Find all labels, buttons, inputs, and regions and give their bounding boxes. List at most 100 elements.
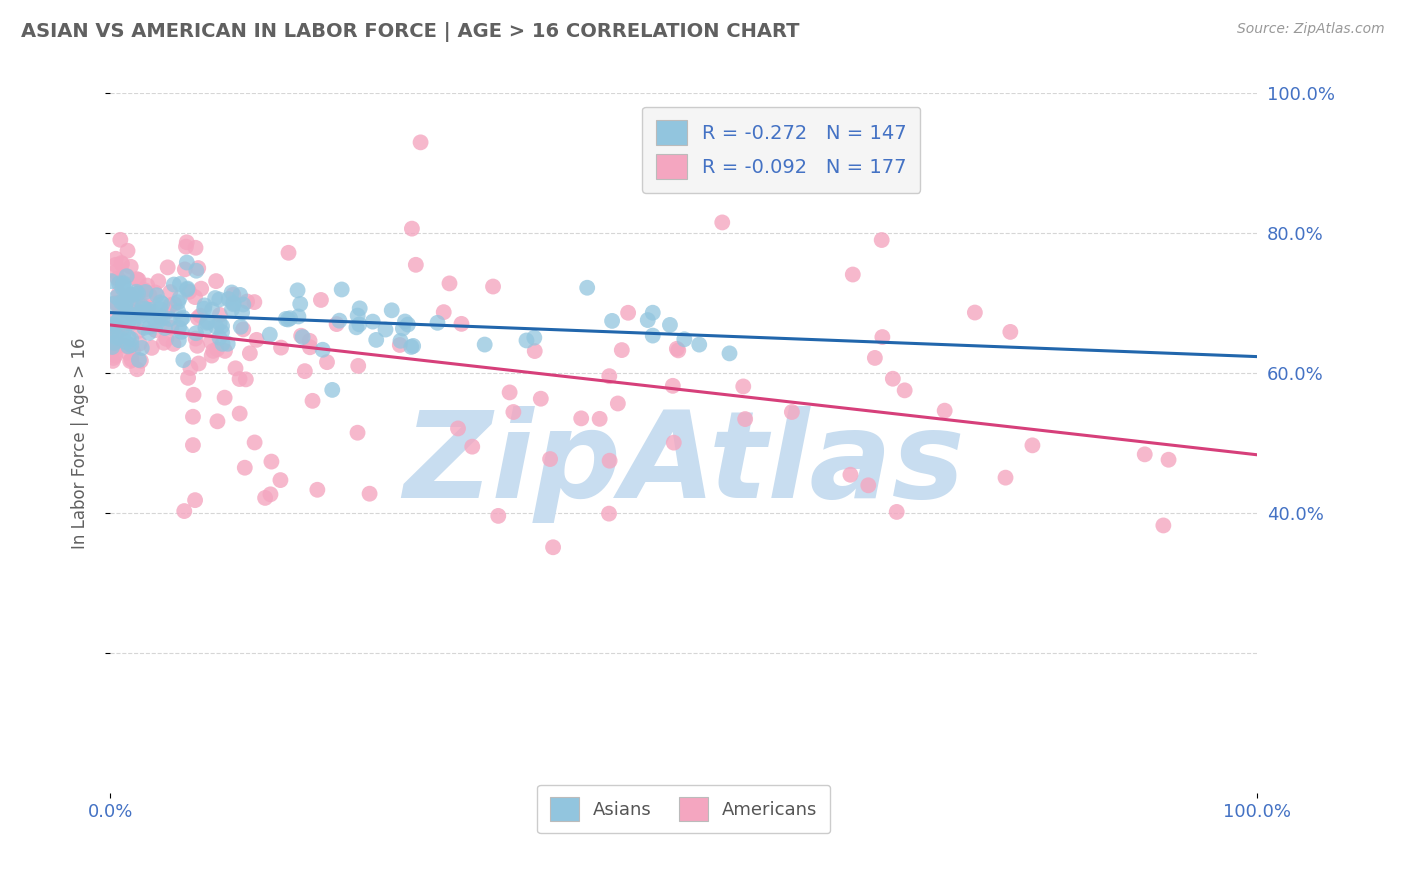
Point: [100, 274, 122, 288]
Point: [108, 301, 131, 316]
Point: [103, 351, 125, 365]
Point: [243, 435, 266, 450]
Point: [662, 379, 685, 393]
Point: [112, 302, 135, 317]
Point: [125, 272, 148, 286]
Point: [287, 310, 309, 324]
Point: [135, 305, 157, 319]
Point: [141, 341, 163, 355]
Legend: Asians, Americans: Asians, Americans: [537, 785, 830, 833]
Point: [482, 279, 505, 293]
Point: [186, 264, 208, 278]
Point: [143, 285, 166, 300]
Point: [858, 478, 880, 492]
Point: [405, 258, 427, 272]
Point: [101, 354, 124, 368]
Point: [138, 288, 160, 302]
Point: [201, 302, 224, 317]
Point: [145, 323, 167, 337]
Point: [225, 361, 247, 376]
Point: [112, 303, 135, 318]
Point: [155, 332, 177, 346]
Point: [159, 285, 181, 299]
Point: [104, 349, 127, 363]
Point: [665, 342, 688, 356]
Point: [205, 342, 228, 356]
Point: [172, 310, 194, 325]
Point: [287, 283, 309, 297]
Point: [872, 330, 894, 344]
Point: [1133, 447, 1156, 461]
Point: [734, 412, 756, 426]
Point: [486, 508, 509, 523]
Point: [1152, 518, 1174, 533]
Point: [515, 334, 537, 348]
Point: [243, 295, 266, 310]
Point: [115, 269, 138, 284]
Point: [114, 301, 136, 315]
Point: [176, 235, 198, 250]
Point: [104, 341, 127, 355]
Point: [101, 338, 124, 352]
Point: [439, 277, 461, 291]
Point: [170, 325, 193, 339]
Point: [718, 346, 741, 360]
Point: [195, 316, 218, 330]
Point: [184, 290, 207, 304]
Point: [538, 452, 561, 467]
Point: [120, 338, 142, 352]
Point: [176, 283, 198, 297]
Point: [498, 385, 520, 400]
Point: [127, 324, 149, 338]
Point: [433, 305, 456, 319]
Point: [134, 285, 156, 299]
Point: [174, 239, 197, 253]
Point: [108, 286, 131, 301]
Point: [187, 311, 209, 326]
Point: [346, 425, 368, 440]
Point: [231, 305, 253, 319]
Point: [122, 315, 145, 329]
Point: [254, 491, 277, 505]
Point: [447, 421, 470, 435]
Point: [169, 277, 191, 291]
Point: [184, 493, 207, 508]
Point: [104, 335, 127, 350]
Point: [150, 297, 173, 311]
Point: [139, 319, 162, 334]
Point: [181, 438, 204, 452]
Point: [188, 309, 211, 323]
Text: ASIAN VS AMERICAN IN LABOR FORCE | AGE > 16 CORRELATION CHART: ASIAN VS AMERICAN IN LABOR FORCE | AGE >…: [21, 22, 800, 42]
Point: [208, 293, 231, 307]
Point: [176, 255, 198, 269]
Point: [117, 346, 139, 360]
Point: [104, 252, 127, 266]
Point: [211, 325, 233, 339]
Point: [105, 290, 128, 304]
Point: [200, 334, 222, 349]
Point: [105, 319, 128, 334]
Point: [169, 291, 191, 305]
Point: [316, 355, 339, 369]
Point: [530, 392, 553, 406]
Point: [194, 298, 217, 312]
Point: [134, 320, 156, 334]
Point: [610, 343, 633, 357]
Point: [132, 298, 155, 312]
Point: [222, 287, 245, 301]
Point: [1021, 438, 1043, 452]
Point: [221, 302, 243, 317]
Point: [1157, 452, 1180, 467]
Text: ZipAtlas: ZipAtlas: [402, 406, 965, 523]
Point: [117, 316, 139, 330]
Point: [221, 285, 243, 300]
Point: [173, 262, 195, 277]
Point: [163, 297, 186, 311]
Point: [202, 343, 225, 358]
Point: [167, 304, 190, 318]
Point: [239, 346, 262, 360]
Point: [131, 301, 153, 316]
Point: [121, 310, 143, 325]
Point: [103, 335, 125, 350]
Point: [893, 384, 915, 398]
